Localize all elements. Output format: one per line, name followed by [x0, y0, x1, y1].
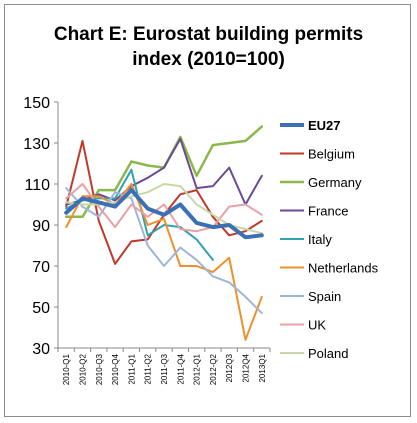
- x-tick-label: 2011-Q2: [144, 353, 153, 384]
- legend-label: EU27: [308, 118, 341, 133]
- y-tick-label: 150: [23, 95, 50, 112]
- chart-title-line-1: Chart E: Eurostat building permits: [53, 24, 364, 45]
- x-tick-label: 2011-Q1: [127, 353, 136, 384]
- y-tick-label: 130: [23, 136, 50, 153]
- x-tick-label: 2012-Q1: [193, 353, 202, 385]
- x-tick-label: 2010-Q3: [95, 353, 104, 385]
- legend-label: Italy: [308, 232, 332, 247]
- x-tick-label: 2010-Q1: [62, 353, 71, 385]
- series-line-netherlands: [65, 183, 263, 341]
- x-tick-label: 2010-Q4: [111, 353, 120, 385]
- chart-title: Chart E: Eurostat building permits index…: [0, 22, 417, 72]
- x-tick-label: 2012-Q2: [209, 353, 218, 385]
- legend-label: France: [308, 204, 348, 219]
- legend-label: Belgium: [308, 147, 355, 162]
- legend-label: Spain: [308, 289, 341, 304]
- y-tick-label: 50: [32, 300, 50, 317]
- series-line-spain: [65, 187, 263, 315]
- legend-label: Poland: [308, 346, 348, 361]
- chart-title-line-2: index (2010=100): [132, 49, 285, 70]
- x-tick-label: 2013Q1: [258, 353, 267, 382]
- y-tick-label: 90: [32, 218, 50, 235]
- series-line-france: [65, 137, 263, 206]
- y-tick-label: 70: [32, 259, 50, 276]
- x-tick-label: 2012Q4: [242, 353, 251, 382]
- y-tick-label: 110: [24, 177, 50, 194]
- x-tick-label: 2010-Q2: [78, 353, 87, 385]
- x-tick-label: 2012Q3: [225, 353, 234, 382]
- y-tick-label: 30: [32, 341, 50, 358]
- x-tick-label: 2011-Q4: [176, 353, 185, 384]
- x-tick-label: 2011-Q3: [160, 353, 169, 384]
- legend-label: Netherlands: [308, 261, 379, 276]
- series-line-uk: [65, 183, 263, 233]
- legend-label: UK: [308, 318, 326, 333]
- series-line-eu27: [64, 188, 264, 240]
- legend-label: Germany: [308, 175, 362, 190]
